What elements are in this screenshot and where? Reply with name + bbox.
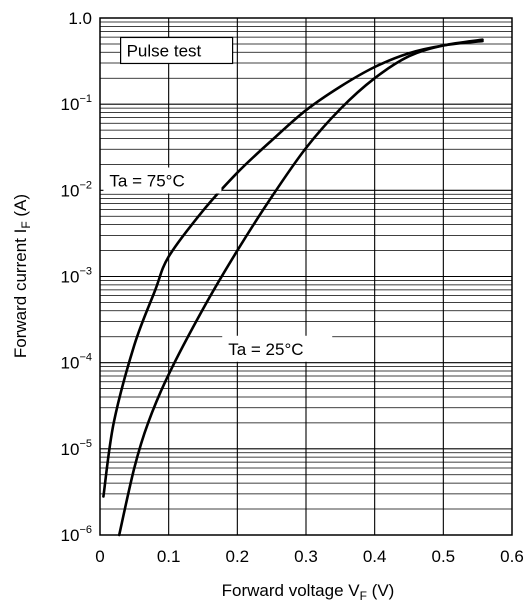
y-tick-label: 1.0 xyxy=(68,9,92,28)
y-tick-label: 10−1 xyxy=(61,93,92,114)
plot-frame xyxy=(99,17,513,536)
grid-lines xyxy=(100,18,512,535)
x-tick-label: 0 xyxy=(95,547,104,566)
y-tick-label: 10−6 xyxy=(61,524,92,545)
label-ta-75c-background xyxy=(103,167,222,194)
y-tick-labels: 10−6 10−5 10−4 10−3 10−2 10−1 1.0 xyxy=(61,9,92,545)
series-layer xyxy=(102,38,484,537)
pulse-test-label: Pulse test xyxy=(119,36,234,65)
x-tick-label: 0.6 xyxy=(500,547,524,566)
y-axis-title: Forward current IF (A) xyxy=(11,194,33,358)
label-ta-75c: Ta = 75°C xyxy=(103,167,222,194)
y-tick-label: 10−5 xyxy=(61,438,92,459)
label-ta-25c: Ta = 25°C xyxy=(222,335,333,362)
y-tick-label: 10−4 xyxy=(61,352,92,373)
annotation-layer: Pulse test Ta = 75°C Ta = 25°C xyxy=(103,36,333,362)
label-ta-75c-text: Ta = 75°C xyxy=(109,172,184,191)
pulse-test-label-text: Pulse test xyxy=(127,41,202,60)
x-tick-labels: 0 0.1 0.2 0.3 0.4 0.5 0.6 xyxy=(95,547,524,566)
pulse-test-label-background xyxy=(119,36,234,65)
x-tick-label: 0.2 xyxy=(226,547,250,566)
x-tick-label: 0.4 xyxy=(363,547,387,566)
label-ta-25c-background xyxy=(222,335,333,362)
x-tick-label: 0.3 xyxy=(294,547,318,566)
y-tick-label: 10−2 xyxy=(61,179,92,200)
y-tick-label: 10−3 xyxy=(61,266,92,287)
curve-ta-75c xyxy=(102,39,484,498)
x-tick-label: 0.1 xyxy=(157,547,181,566)
x-axis-title: Forward voltage VF (V) xyxy=(222,581,395,603)
curve-ta-25c xyxy=(117,38,484,537)
x-tick-label: 0.5 xyxy=(432,547,456,566)
label-ta-25c-text: Ta = 25°C xyxy=(228,340,303,359)
